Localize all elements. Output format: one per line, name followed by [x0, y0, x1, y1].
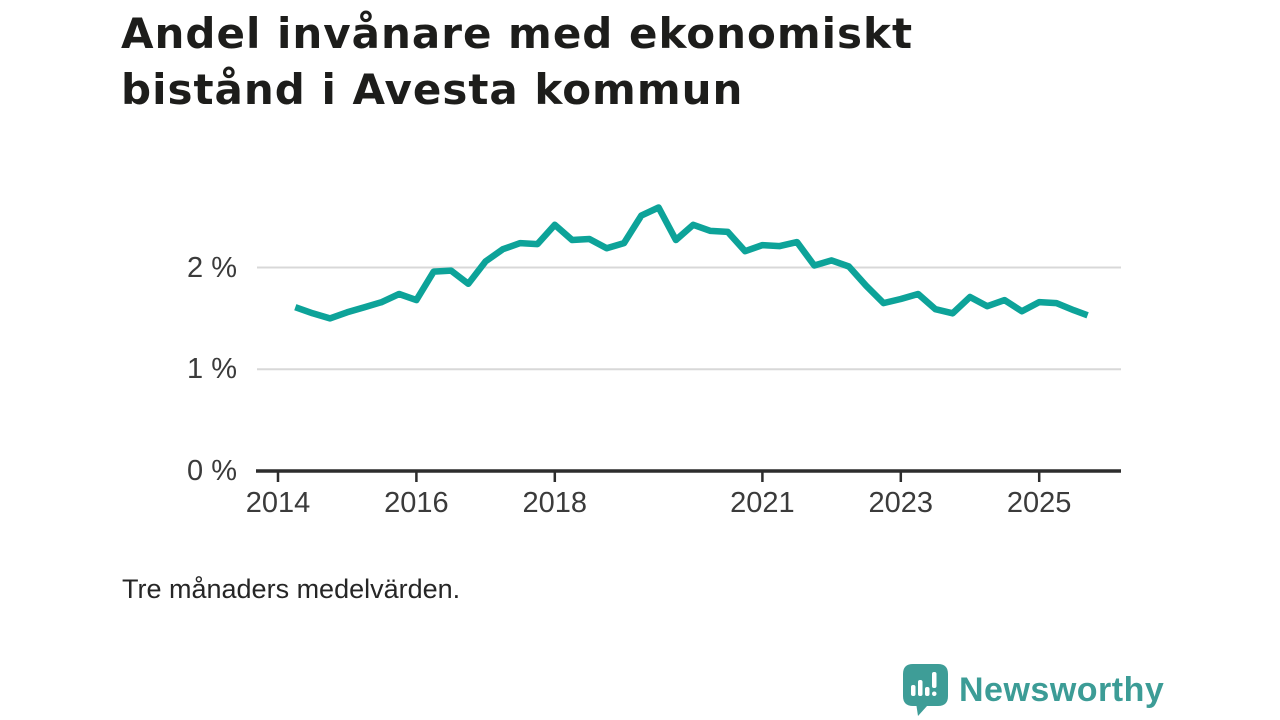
data-line-series [294, 204, 1089, 322]
newsworthy-logo: Newsworthy [903, 664, 1164, 716]
x-tick-label-2021: 2021 [730, 487, 795, 519]
x-tick-label-2025: 2025 [1006, 487, 1072, 519]
chart-title: Andel invånare med ekonomiskt bistånd i … [121, 6, 1121, 118]
y-tick-label-0pct: 0 % [187, 455, 237, 487]
chart-title-line-1: Andel invånare med ekonomiskt [121, 9, 914, 58]
x-tick-label-2023: 2023 [868, 487, 934, 519]
chart-footnote: Tre månaders medelvärden. [122, 574, 461, 604]
newsworthy-logo-text: Newsworthy [959, 671, 1165, 709]
x-tick-label-2014: 2014 [245, 487, 311, 519]
chart-title-line-2: bistånd i Avesta kommun [121, 65, 744, 114]
newsworthy-speech-bubble-chart-icon [903, 664, 948, 716]
y-tick-label-2pct: 2 % [187, 251, 237, 284]
y-tick-label-1pct: 1 % [187, 353, 237, 386]
x-tick-label-2016: 2016 [384, 487, 449, 519]
x-tick-label-2018: 2018 [522, 487, 588, 519]
